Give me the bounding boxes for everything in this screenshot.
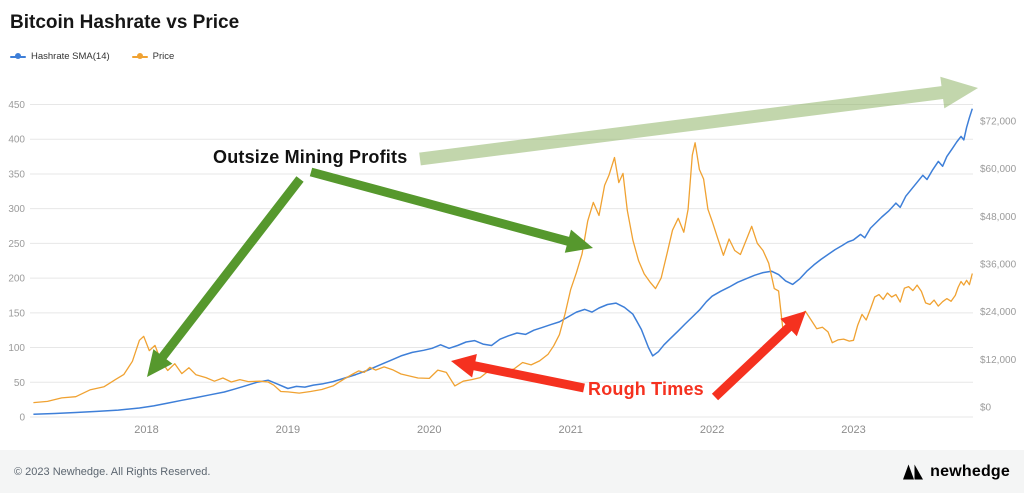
right-axis-tick-label: $0 (980, 403, 992, 414)
line-marker-icon (131, 52, 148, 61)
rough-arrow-left (451, 354, 585, 393)
right-axis-tick-label: $12,000 (980, 355, 1017, 366)
outsize-arrow-to-2018-peak (147, 176, 304, 377)
series-line-price (33, 142, 973, 404)
newhedge-logo[interactable]: newhedge (903, 463, 1010, 481)
right-axis-tick-label: $48,000 (980, 212, 1017, 223)
right-axis-tick-label: $36,000 (980, 260, 1017, 271)
left-axis-tick-label: 400 (8, 135, 25, 146)
left-axis-tick-label: 0 (19, 413, 25, 424)
left-axis-tick-label: 300 (8, 204, 25, 215)
legend-label-hashrate: Hashrate SMA(14) (31, 51, 110, 62)
newhedge-logo-icon (903, 464, 924, 479)
left-axis-tick-label: 100 (8, 343, 25, 354)
line-marker-icon (10, 52, 26, 61)
x-axis-tick-label: 2023 (841, 424, 865, 436)
legend-label-price: Price (152, 51, 175, 62)
left-axis-tick-label: 200 (8, 274, 25, 285)
right-axis-tick-label: $24,000 (980, 307, 1017, 318)
series-line-hashrate (33, 108, 974, 415)
footer: © 2023 Newhedge. All Rights Reserved. ne… (0, 450, 1024, 493)
legend-item-hashrate[interactable]: Hashrate SMA(14) (10, 51, 110, 62)
annotation-rough-times: Rough Times (588, 379, 704, 399)
x-axis-tick-label: 2020 (417, 424, 441, 436)
x-axis-tick-label: 2018 (134, 424, 158, 436)
page-title: Bitcoin Hashrate vs Price (10, 12, 240, 33)
outsize-arrow-to-2021-peak (309, 167, 593, 253)
legend: Hashrate SMA(14) Price (10, 51, 174, 62)
left-axis-tick-label: 150 (8, 308, 25, 319)
x-axis-tick-label: 2021 (558, 424, 582, 436)
annotation-outsize-mining-profits: Outsize Mining Profits (213, 147, 408, 167)
right-axis-tick-label: $72,000 (980, 117, 1017, 128)
uptrend-arrow (419, 76, 978, 166)
left-axis-tick-label: 250 (8, 239, 25, 250)
legend-item-price[interactable]: Price (131, 51, 175, 62)
left-axis-tick-label: 50 (14, 378, 26, 389)
right-axis-tick-label: $60,000 (980, 164, 1017, 175)
left-axis-tick-label: 450 (8, 100, 25, 111)
rough-arrow-right (711, 311, 806, 401)
x-axis-tick-label: 2022 (700, 424, 724, 436)
left-axis-tick-label: 350 (8, 169, 25, 180)
x-axis-tick-label: 2019 (276, 424, 300, 436)
newhedge-logo-text: newhedge (930, 462, 1010, 480)
copyright-text: © 2023 Newhedge. All Rights Reserved. (14, 465, 211, 478)
